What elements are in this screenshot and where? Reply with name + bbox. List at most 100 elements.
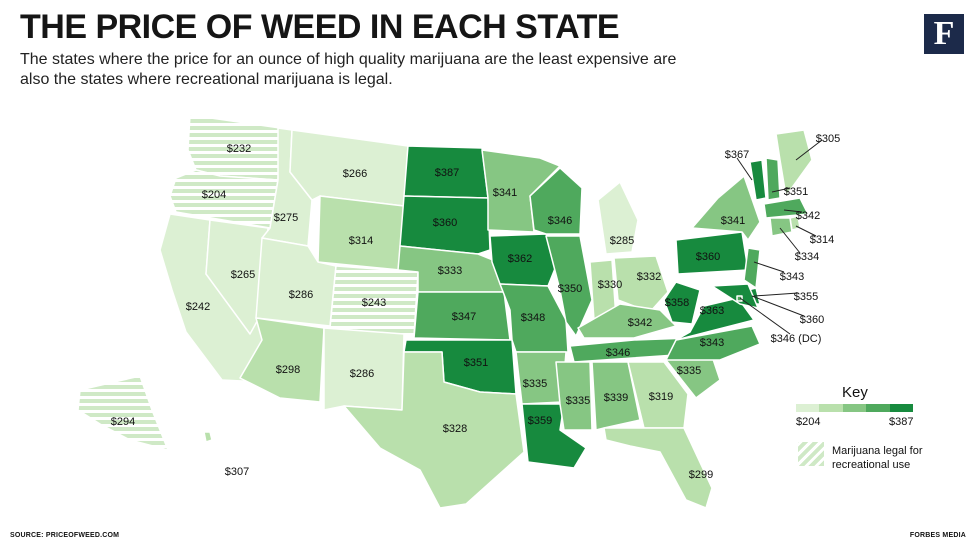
price-label-nd: $387	[435, 167, 459, 179]
source-note: SOURCE: PRICEOFWEED.COM	[10, 532, 120, 539]
price-label-mt: $266	[343, 168, 367, 180]
price-label-la: $359	[528, 415, 552, 427]
leader-line-ct	[779, 227, 801, 254]
price-label-ia: $362	[508, 253, 532, 265]
price-label-az: $298	[276, 364, 300, 376]
price-label-pa: $360	[696, 251, 720, 263]
state-ak	[77, 375, 169, 451]
price-label-ct: $334	[795, 251, 819, 263]
price-label-nh: $351	[784, 186, 808, 198]
price-label-tx: $328	[443, 423, 467, 435]
price-label-wi: $346	[548, 215, 572, 227]
key-color-scale	[796, 404, 914, 412]
credit-note: FORBES MEDIA	[909, 532, 966, 539]
state-nv	[205, 219, 269, 335]
price-label-ak: $294	[111, 416, 135, 428]
key-title: Key	[842, 384, 868, 401]
price-label-de: $355	[794, 291, 818, 303]
state-ms	[555, 361, 593, 431]
forbes-logo: F	[924, 14, 964, 54]
key-min-label: $204	[796, 416, 821, 428]
price-label-nc: $343	[700, 337, 724, 349]
key-swatch-2	[819, 404, 843, 412]
price-label-ma: $342	[796, 210, 820, 222]
price-label-co: $243	[362, 297, 386, 309]
leader-line-de	[753, 292, 799, 297]
leader-line-me	[795, 139, 823, 161]
key-swatch-1	[796, 404, 820, 412]
leader-line-dc	[739, 297, 791, 335]
state-ct	[769, 217, 793, 237]
key-swatch-3	[842, 404, 867, 412]
price-label-il: $350	[558, 283, 582, 295]
price-label-mn: $341	[493, 187, 517, 199]
price-label-vt: $367	[725, 149, 749, 161]
price-label-sc: $335	[677, 365, 701, 377]
state-nh	[765, 157, 781, 201]
price-label-sd: $360	[433, 217, 457, 229]
price-label-hi: $307	[225, 466, 249, 478]
state-wy	[317, 195, 405, 271]
leader-line-nh	[771, 187, 791, 193]
state-mi	[597, 181, 639, 255]
price-label-md: $360	[800, 314, 824, 326]
state-dc	[736, 295, 743, 302]
price-label-ms: $335	[566, 395, 590, 407]
state-al	[591, 361, 641, 431]
price-label-wy: $314	[349, 235, 373, 247]
price-label-ny: $341	[721, 215, 745, 227]
price-label-or: $204	[202, 189, 226, 201]
state-ky	[577, 303, 677, 339]
price-label-tn: $346	[606, 347, 630, 359]
state-il	[545, 235, 593, 337]
leader-line-nj	[753, 261, 785, 273]
price-label-va: $363	[700, 305, 724, 317]
price-label-ca: $242	[186, 301, 210, 313]
price-label-ks: $347	[452, 311, 476, 323]
page-subtitle: The states where the price for an ounce …	[20, 51, 677, 88]
state-sd	[399, 195, 491, 255]
price-label-fl: $299	[689, 469, 713, 481]
state-wv	[663, 281, 701, 325]
leader-line-md	[751, 295, 805, 317]
price-label-nv: $265	[231, 269, 255, 281]
key-swatch-4	[866, 404, 890, 412]
state-hi	[203, 431, 213, 443]
price-label-nm: $286	[350, 368, 374, 380]
price-label-oh: $332	[637, 271, 661, 283]
price-label-id: $275	[274, 212, 298, 224]
price-label-ga: $319	[649, 391, 673, 403]
price-label-me: $305	[816, 133, 840, 145]
state-ma	[763, 197, 809, 219]
leader-line-ri	[795, 225, 817, 237]
state-oh	[613, 255, 669, 313]
state-va	[675, 297, 755, 341]
leader-line-ma	[783, 209, 803, 213]
recreational-label: Marijuana legal for recreational use	[832, 445, 923, 471]
state-ny	[691, 175, 761, 241]
price-label-wa: $232	[227, 143, 251, 155]
state-nc	[665, 325, 761, 361]
price-label-dc: $346 (DC)	[771, 333, 822, 345]
price-label-wv: $358	[665, 297, 689, 309]
price-label-ok: $351	[464, 357, 488, 369]
state-fl	[603, 427, 713, 509]
key-swatch-5	[889, 404, 914, 412]
price-label-mi: $285	[610, 235, 634, 247]
state-me	[775, 129, 813, 197]
price-label-mo: $348	[521, 312, 545, 324]
state-md	[711, 283, 759, 309]
price-label-ri: $314	[810, 234, 834, 246]
price-label-in: $330	[598, 279, 622, 291]
price-label-nj: $343	[780, 271, 804, 283]
price-label-ar: $335	[523, 378, 547, 390]
price-label-ut: $286	[289, 289, 313, 301]
state-vt	[749, 159, 767, 201]
state-ga	[627, 361, 689, 429]
price-label-ne: $333	[438, 265, 462, 277]
page-title: THE PRICE OF WEED IN EACH STATE	[20, 8, 620, 46]
recreational-swatch	[798, 442, 824, 466]
key-max-label: $387	[889, 416, 914, 428]
state-wi	[529, 167, 583, 235]
leader-line-vt	[736, 157, 753, 181]
